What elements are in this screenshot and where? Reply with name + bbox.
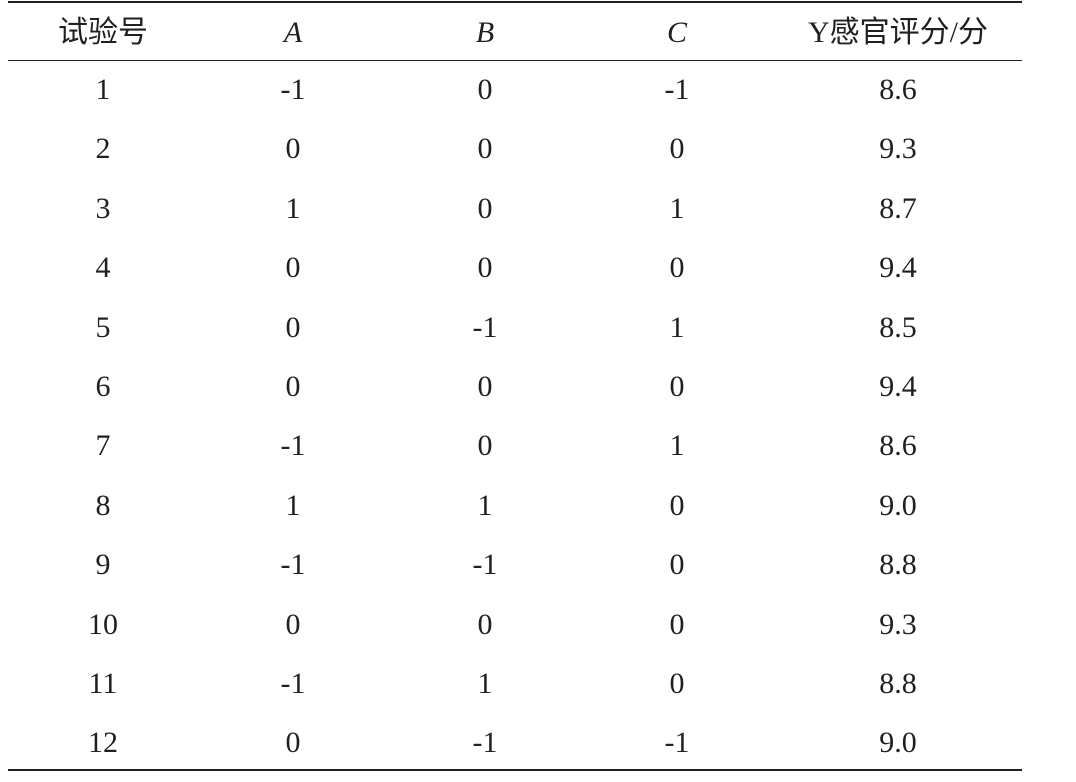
table-cell: 8.8 <box>879 548 917 582</box>
header-rule <box>8 60 1022 61</box>
header-cell: A <box>283 16 303 49</box>
table-cell: 7 <box>95 429 111 463</box>
header-cell: Y感官评分/分 <box>808 16 988 49</box>
table-cell: 9.3 <box>879 607 917 641</box>
table-cell: 0 <box>285 726 301 760</box>
table-cell: 1 <box>669 310 685 344</box>
table-cell: 5 <box>95 310 111 344</box>
table-cell: 0 <box>285 607 301 641</box>
table-cell: 4 <box>95 251 111 285</box>
table-cell: 1 <box>477 488 493 522</box>
header-cell: C <box>666 16 687 49</box>
table-cell: 6 <box>95 370 111 403</box>
table-cell: 1 <box>285 488 301 522</box>
table-cell: -1 <box>472 726 498 760</box>
table-cell: 9.4 <box>879 251 917 285</box>
table-cell: 10 <box>88 607 118 641</box>
table-cell: 8.6 <box>879 429 917 463</box>
table-cell: -1 <box>664 73 690 106</box>
header-cell: B <box>475 16 495 49</box>
table-cell: 0 <box>669 548 685 582</box>
table-cell: 1 <box>95 73 111 106</box>
table-cell: 9 <box>95 548 111 582</box>
table-cell: 8.8 <box>879 667 917 700</box>
table-cell: 0 <box>477 191 493 225</box>
table-cell: -1 <box>280 429 306 463</box>
table-cell: 9.0 <box>879 726 917 760</box>
table-cell: 0 <box>285 310 301 344</box>
table-cell: 0 <box>669 251 685 285</box>
table-cell: -1 <box>280 73 306 106</box>
table-cell: 0 <box>669 607 685 641</box>
table-cell: 0 <box>285 132 301 166</box>
table-cell: 1 <box>285 191 301 225</box>
table-cell: 0 <box>477 251 493 285</box>
table-cell: 8.7 <box>879 191 917 225</box>
table-cell: 1 <box>669 191 685 225</box>
table-cell: 3 <box>95 191 111 225</box>
table-cell: 11 <box>88 667 118 700</box>
table-cell: 12 <box>88 726 118 760</box>
table-cell: 0 <box>285 251 301 285</box>
table-cell: -1 <box>664 726 690 760</box>
table-cell: 0 <box>669 667 685 700</box>
table-cell: 0 <box>477 73 493 106</box>
top-rule <box>8 1 1022 3</box>
table-cell: 9.4 <box>879 370 917 403</box>
table-cell: 0 <box>669 488 685 522</box>
table-cell: 1 <box>477 667 493 700</box>
table-cell: 2 <box>95 132 111 166</box>
table-cell: -1 <box>472 310 498 344</box>
table-cell: 0 <box>669 370 685 403</box>
table-cell: 0 <box>285 370 301 403</box>
table-cell: 9.3 <box>879 132 917 166</box>
header-cell: 试验号 <box>58 16 148 49</box>
table-cell: 0 <box>669 132 685 166</box>
table-cell: 0 <box>477 132 493 166</box>
table-cell: 0 <box>477 370 493 403</box>
table-cell: -1 <box>472 548 498 582</box>
table-cell: 0 <box>477 429 493 463</box>
table-cell: 0 <box>477 607 493 641</box>
table-cell: 8.6 <box>879 73 917 106</box>
table-cell: 9.0 <box>879 488 917 522</box>
table-cell: -1 <box>280 548 306 582</box>
table-cell: 8.5 <box>879 310 917 344</box>
table-cell: 8 <box>95 488 111 522</box>
bottom-rule <box>8 769 1022 771</box>
table-cell: 1 <box>669 429 685 463</box>
table-cell: -1 <box>280 667 306 700</box>
